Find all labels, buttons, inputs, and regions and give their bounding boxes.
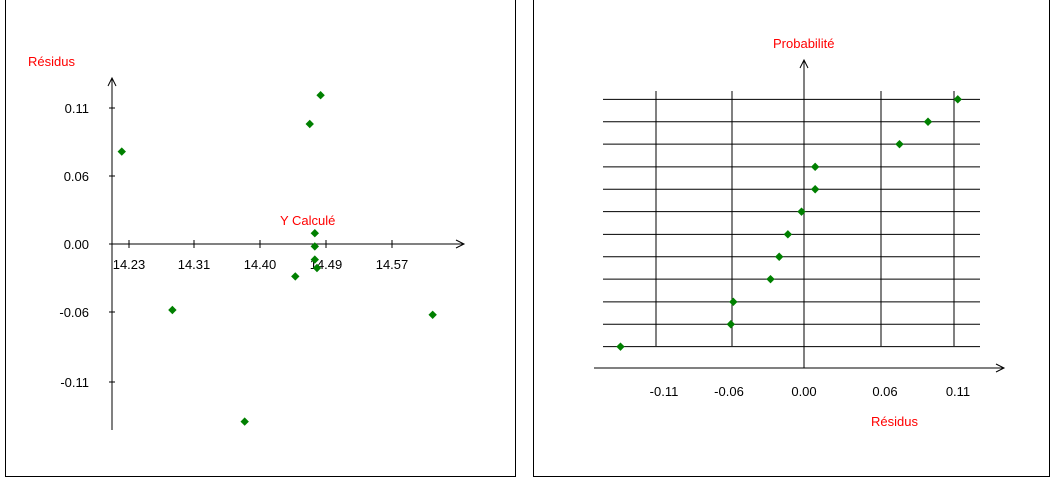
x-tick-label: 0.00 [791,384,816,399]
data-point [775,252,784,261]
data-point [953,95,962,104]
axis-arrow-up [107,76,117,87]
x-tick-label: 14.31 [178,257,211,272]
data-point [766,274,775,284]
axis-arrow-right [455,239,466,249]
y-tick-label: 0.11 [65,101,89,116]
data-point [291,272,300,281]
data-point [240,417,249,426]
y-tick-label: -0.06 [59,305,89,320]
axis-arrow-up [799,58,809,69]
residuals-vs-fitted-chart: Résidus Y Calculé 0.11 0.06 0.00 -0.06 -0.11… [28,54,466,430]
data-point [305,119,314,129]
y-tick-label: 0.00 [64,237,89,252]
x-tick-label: 14.23 [113,257,146,272]
data-point [797,207,806,216]
x-tick-label: 14.40 [244,257,277,272]
data-point [310,229,320,238]
data-point [895,139,904,149]
y-axis-label: Résidus [28,54,75,69]
data-point [616,342,625,351]
data-point [726,320,736,329]
x-axis-label: Résidus [871,414,918,429]
y-tick-label: 0.06 [64,169,89,184]
normal-probability-chart: Probabilité Résidus -0.11 -0.06 0.00 0.06 0.… [594,36,1006,429]
data-point [783,230,793,239]
data-point [310,242,320,251]
x-tick-label: -0.06 [714,384,744,399]
data-point [810,185,820,194]
data-point [428,310,437,319]
data-point [923,117,933,126]
x-axis-label: Y Calculé [280,213,335,228]
x-tick-label: -0.11 [650,384,679,399]
data-point [168,305,177,315]
data-point [312,263,322,273]
data-point [310,255,320,264]
data-point [810,162,820,172]
data-point [729,297,738,307]
y-tick-label: -0.11 [60,375,89,390]
x-tick-label: 14.57 [376,257,409,272]
y-axis-label: Probabilité [773,36,834,51]
data-point [117,147,126,156]
x-tick-label: 0.06 [872,384,897,399]
residuals-vs-fitted-panel: Résidus Y Calculé 0.11 0.06 0.00 -0.06 -0.11… [5,0,516,477]
normal-probability-panel: Probabilité Résidus -0.11 -0.06 0.00 0.06 0.… [533,0,1050,477]
data-point [316,91,325,100]
axis-arrow-right [995,363,1006,373]
x-tick-label: 0.11 [946,384,970,399]
